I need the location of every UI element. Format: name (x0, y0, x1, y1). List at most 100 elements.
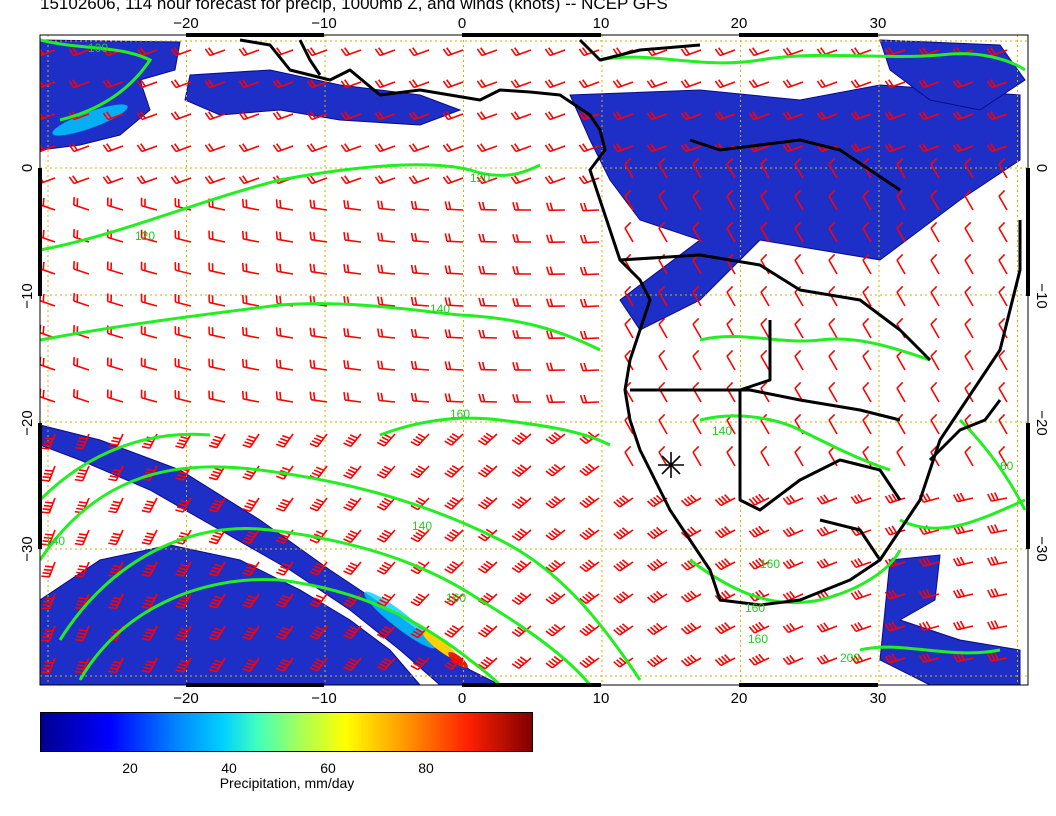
wind-barb (141, 593, 158, 610)
lat-tick-label: −10 (1033, 283, 1050, 308)
wind-barb (658, 413, 668, 435)
wind-barb (41, 625, 56, 642)
wind-barb (376, 264, 396, 275)
wind-barb (613, 559, 634, 572)
wind-barb (444, 265, 464, 275)
wind-barb (816, 654, 838, 665)
wind-barb (760, 157, 770, 179)
wind-barb (828, 221, 838, 243)
lon-tick-label: −20 (173, 690, 198, 707)
contour-africa-2 (699, 334, 931, 362)
wind-barb (624, 285, 634, 307)
wind-barb (170, 175, 192, 185)
contour-africa-4 (689, 549, 902, 605)
wind-barb (647, 590, 668, 604)
wind-barb (410, 433, 430, 447)
wind-barb (760, 317, 770, 339)
wind-barb (242, 593, 260, 609)
wind-barb (40, 228, 56, 243)
border-4 (739, 320, 772, 392)
wind-barb (140, 293, 158, 307)
wind-barb (306, 111, 328, 121)
contour-120-north (40, 163, 541, 252)
contour-africa-1 (599, 52, 1026, 72)
wind-barb (510, 175, 532, 185)
wind-barb (714, 47, 736, 57)
wind-barb (782, 590, 804, 602)
wind-barb (174, 294, 192, 307)
wind-barb (692, 189, 702, 211)
wind-barb (647, 526, 668, 540)
wind-barb (998, 189, 1008, 211)
wind-barb (40, 260, 56, 275)
colorbar-gradient (40, 712, 533, 752)
wind-barb (170, 111, 192, 121)
wind-barb (987, 620, 1008, 630)
wind-barb (478, 329, 498, 339)
wind-barb (624, 445, 634, 467)
lat-tick-label: 0 (1033, 164, 1050, 172)
wind-barb (410, 264, 430, 275)
wind-barb (444, 561, 464, 574)
lon-tick-label: 0 (458, 690, 466, 707)
wind-barb (410, 232, 430, 243)
wind-barb (828, 381, 838, 403)
contour-label: 120 (470, 171, 490, 185)
wind-barb (340, 47, 362, 57)
wind-barb (726, 285, 736, 307)
map-title: 15102606, 114 hour forecast for precip, … (40, 0, 668, 13)
wind-barb (136, 79, 158, 89)
wind-barb (242, 561, 260, 577)
wind-barb (108, 529, 124, 546)
wind-barb (478, 201, 498, 211)
wind-barb (41, 433, 56, 450)
wind-barb (40, 48, 56, 57)
wind-barb (442, 175, 464, 185)
wind-barb (174, 262, 192, 275)
wind-barb (343, 561, 362, 576)
contour-label: 140 (45, 534, 65, 548)
wind-barb (102, 111, 124, 121)
wind-barb (374, 111, 396, 121)
wind-barb (444, 497, 464, 510)
wind-barb (275, 625, 294, 640)
wind-barb (884, 111, 906, 121)
wind-barb (444, 465, 464, 478)
wind-barb (726, 381, 736, 403)
wind-barb (748, 79, 770, 89)
wind-barb (208, 326, 226, 339)
location-marker (658, 452, 684, 478)
wind-barb (930, 349, 940, 371)
wind-barb (74, 561, 90, 578)
contour-140 (40, 302, 601, 352)
wind-barb (862, 189, 872, 211)
wind-barb (374, 143, 396, 153)
lon-tick-label: 20 (731, 690, 748, 707)
wind-barb (208, 497, 226, 513)
contour-se-1 (899, 498, 1026, 530)
lon-tick-label: 10 (593, 15, 610, 32)
wind-barb (204, 175, 226, 185)
wind-barb (208, 294, 226, 307)
wind-barb (726, 445, 736, 467)
wind-barb (896, 381, 906, 403)
wind-barb (476, 79, 498, 89)
wind-barb (444, 625, 464, 638)
contour-east (958, 418, 1027, 511)
wind-barb (850, 621, 872, 633)
wind-barb (850, 111, 872, 121)
wind-barb (476, 143, 498, 153)
contour-label: 100 (88, 41, 108, 55)
wind-barb (242, 625, 260, 641)
wind-barb (275, 199, 294, 211)
lat-tick-label: −30 (1033, 536, 1050, 561)
wind-barb (208, 433, 226, 449)
wind-barb (964, 157, 974, 179)
wind-barb (726, 221, 736, 243)
wind-barb (141, 497, 158, 514)
wind-barb (410, 392, 430, 403)
wind-barb (862, 349, 872, 371)
wind-barb (964, 221, 974, 243)
wind-barb (794, 157, 804, 179)
wind-barb (204, 47, 226, 57)
